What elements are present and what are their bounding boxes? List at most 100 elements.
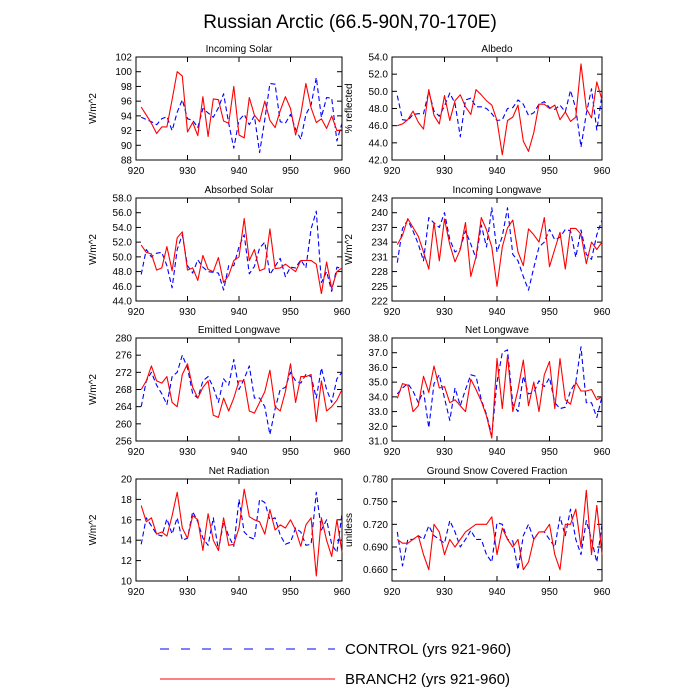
y-tick-label: 50.0 — [113, 252, 133, 263]
y-tick-label: 46.0 — [369, 121, 389, 132]
y-tick-label: 42.0 — [369, 156, 389, 167]
panel-title: Ground Snow Covered Fraction — [427, 466, 568, 477]
panel-7: Ground Snow Covered Fraction unitless 0.66… — [344, 466, 611, 598]
plot-frame — [391, 478, 603, 582]
y-tick-label: 102 — [115, 53, 132, 64]
y-tick-label: 58.0 — [113, 194, 133, 205]
x-tick-label: 940 — [489, 447, 506, 458]
panel-2: Absorbed Solar W/m^2 44.0 46.0 48.0 50.0 52.0 5… — [88, 185, 351, 318]
y-axis-label: W/m^2 — [88, 93, 99, 124]
y-tick-label: 264 — [115, 402, 132, 413]
y-tick-label: 276 — [115, 351, 132, 362]
y-tick-label: 0.750 — [363, 497, 388, 508]
panel-title: Absorbed Solar — [205, 185, 275, 196]
x-tick-label: 940 — [231, 166, 248, 177]
y-tick-label: 50.0 — [369, 87, 389, 98]
series-line-branch2 — [396, 355, 603, 439]
y-tick-label: 92 — [121, 126, 133, 137]
y-tick-label: 33.0 — [369, 407, 389, 418]
x-tick-label: 930 — [436, 166, 453, 177]
x-tick-label: 950 — [282, 587, 299, 598]
y-tick-label: 54.0 — [113, 223, 133, 234]
panel-title: Emitted Longwave — [198, 325, 281, 336]
plot-frame — [391, 337, 603, 442]
x-tick-label: 950 — [282, 307, 299, 318]
y-tick-label: 20 — [121, 475, 133, 486]
x-tick-label: 960 — [334, 166, 351, 177]
x-tick-label: 950 — [282, 447, 299, 458]
y-tick-label: 96 — [121, 97, 133, 108]
x-tick-label: 930 — [436, 307, 453, 318]
series-line-branch2 — [396, 489, 603, 571]
x-tick-label: 930 — [179, 166, 196, 177]
y-tick-label: 240 — [371, 208, 388, 219]
x-tick-label: 940 — [231, 307, 248, 318]
x-tick-label: 960 — [594, 587, 611, 598]
panel-0: Incoming Solar W/m^2 88 90 92 94 96 98 100 102 920… — [88, 44, 351, 177]
x-tick-label: 920 — [384, 587, 401, 598]
series-line-branch2 — [140, 71, 343, 139]
series-line-branch2 — [396, 217, 603, 287]
y-axis-label: % reflected — [344, 83, 355, 133]
y-tick-label: 231 — [371, 252, 388, 263]
x-tick-label: 920 — [384, 447, 401, 458]
plot-frame — [135, 478, 343, 582]
series-line-control — [140, 210, 343, 292]
panel-title: Albedo — [481, 44, 513, 55]
x-tick-label: 930 — [436, 447, 453, 458]
y-tick-label: 280 — [115, 334, 132, 345]
y-tick-label: 31.0 — [369, 437, 389, 448]
x-tick-label: 940 — [231, 587, 248, 598]
x-tick-label: 920 — [384, 307, 401, 318]
legend-control-label: CONTROL (yrs 921-960) — [345, 641, 511, 658]
y-tick-label: 88 — [121, 156, 133, 167]
panel-4: Emitted Longwave W/m^2 256 260 264 268 272 276 2… — [88, 325, 351, 458]
series-line-control — [140, 77, 343, 154]
panel-3: Incoming Longwave W/m^2 222 225 228 231 234 237… — [344, 185, 611, 318]
series-line-control — [140, 354, 343, 436]
y-tick-label: 222 — [371, 297, 388, 308]
y-tick-label: 0.720 — [363, 520, 388, 531]
x-tick-label: 930 — [179, 307, 196, 318]
y-tick-label: 256 — [115, 437, 132, 448]
x-tick-label: 960 — [594, 307, 611, 318]
y-tick-label: 54.0 — [369, 53, 389, 64]
x-tick-label: 920 — [128, 447, 145, 458]
panel-6: Net Radiation W/m^2 10 12 14 16 18 20 920 930 940 9… — [88, 466, 351, 598]
y-tick-label: 38.0 — [369, 334, 389, 345]
y-tick-label: 268 — [115, 385, 132, 396]
x-tick-label: 960 — [334, 587, 351, 598]
y-tick-label: 36.0 — [369, 363, 389, 374]
x-tick-label: 920 — [128, 587, 145, 598]
y-tick-label: 34.0 — [369, 392, 389, 403]
y-tick-label: 18 — [121, 495, 133, 506]
y-tick-label: 272 — [115, 368, 132, 379]
x-tick-label: 940 — [489, 307, 506, 318]
x-tick-label: 930 — [436, 587, 453, 598]
y-tick-label: 0.780 — [363, 475, 388, 486]
y-tick-label: 260 — [115, 419, 132, 430]
x-tick-label: 940 — [489, 587, 506, 598]
x-tick-label: 950 — [541, 587, 558, 598]
y-tick-label: 237 — [371, 223, 388, 234]
y-tick-label: 243 — [371, 194, 388, 205]
figure-title: Russian Arctic (66.5-90N,70-170E) — [203, 12, 497, 33]
y-tick-label: 98 — [121, 82, 133, 93]
legend: CONTROL (yrs 921-960) BRANCH2 (yrs 921-9… — [160, 641, 511, 688]
x-tick-label: 920 — [384, 166, 401, 177]
y-tick-label: 48.0 — [113, 267, 133, 278]
x-tick-label: 950 — [541, 166, 558, 177]
y-tick-label: 52.0 — [113, 238, 133, 249]
y-tick-label: 14 — [121, 536, 133, 547]
y-tick-label: 37.0 — [369, 348, 389, 359]
legend-branch2-label: BRANCH2 (yrs 921-960) — [345, 671, 510, 688]
series-line-control — [140, 491, 343, 553]
series-line-branch2 — [140, 488, 343, 577]
y-tick-label: 46.0 — [113, 282, 133, 293]
y-tick-label: 10 — [121, 577, 133, 588]
series-line-branch2 — [397, 63, 603, 156]
x-tick-label: 930 — [179, 587, 196, 598]
x-tick-label: 930 — [179, 447, 196, 458]
y-axis-label: W/m^2 — [344, 234, 355, 265]
